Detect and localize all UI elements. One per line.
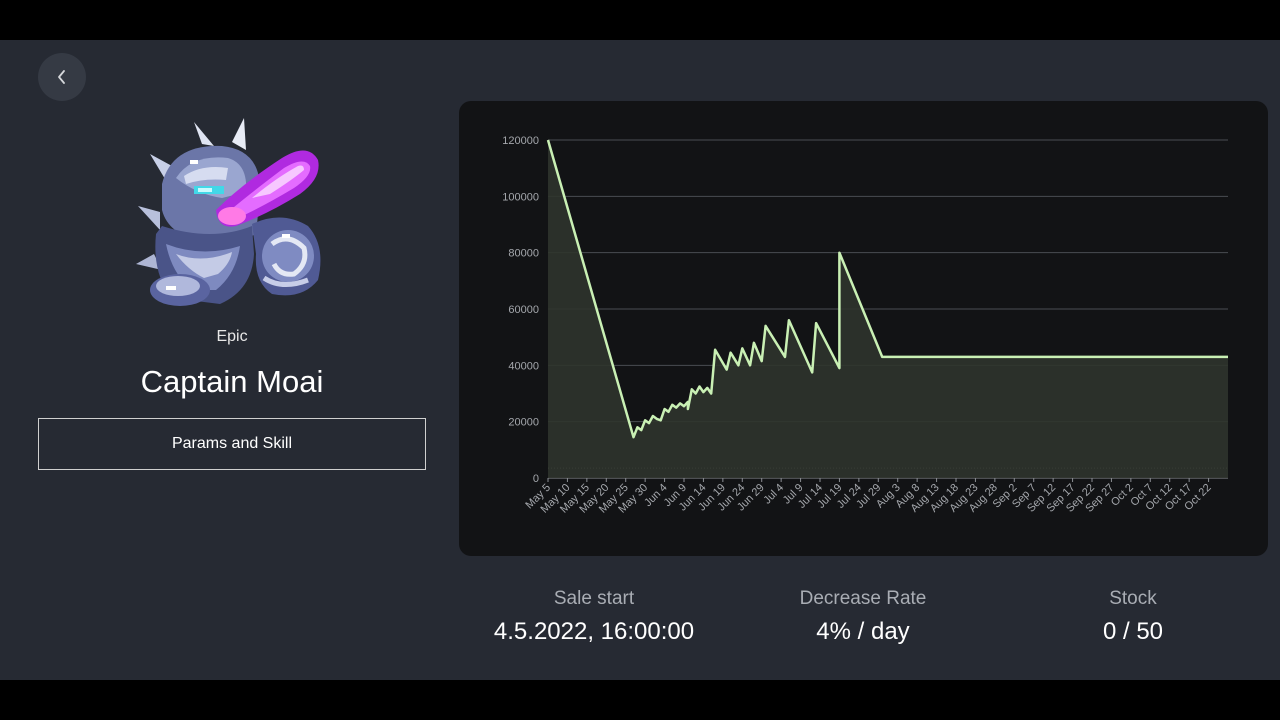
y-tick-label: 100000 bbox=[502, 191, 539, 203]
rarity-label: Epic bbox=[216, 328, 248, 345]
character-portrait bbox=[136, 118, 321, 306]
chevron-left-icon bbox=[58, 70, 65, 84]
y-tick-label: 80000 bbox=[508, 248, 539, 260]
y-tick-label: 0 bbox=[533, 473, 539, 485]
back-button[interactable] bbox=[38, 53, 86, 101]
price-line bbox=[546, 139, 1228, 439]
stock-stat: Stock 0 / 50 bbox=[1003, 588, 1263, 646]
price-area bbox=[548, 140, 1228, 478]
price-chart-panel: 0 20000 40000 60000 80000 100000 120000 May 5 Ma… bbox=[459, 101, 1268, 556]
y-tick-label: 40000 bbox=[508, 360, 539, 372]
x-tick-label: Jul 4 bbox=[761, 482, 786, 507]
params-and-skill-button[interactable]: Params and Skill bbox=[38, 418, 426, 470]
stock-label: Stock bbox=[1109, 588, 1157, 609]
y-tick-label: 60000 bbox=[508, 304, 539, 316]
nft-detail-screen: Epic Captain Moai Params and Skill 0 2000… bbox=[0, 40, 1280, 680]
sale-start-value: 4.5.2022, 16:00:00 bbox=[493, 618, 695, 645]
sale-start-stat: Sale start 4.5.2022, 16:00:00 bbox=[464, 588, 724, 646]
y-tick-label: 120000 bbox=[502, 135, 539, 147]
decrease-rate-stat: Decrease Rate 4% / day bbox=[733, 588, 993, 646]
stock-value: 0 / 50 bbox=[1102, 618, 1164, 645]
sale-start-label: Sale start bbox=[553, 588, 635, 609]
decrease-rate-label: Decrease Rate bbox=[799, 588, 927, 609]
y-tick-label: 20000 bbox=[508, 417, 539, 429]
decrease-rate-value: 4% / day bbox=[816, 618, 910, 645]
character-name: Captain Moai bbox=[140, 364, 324, 399]
